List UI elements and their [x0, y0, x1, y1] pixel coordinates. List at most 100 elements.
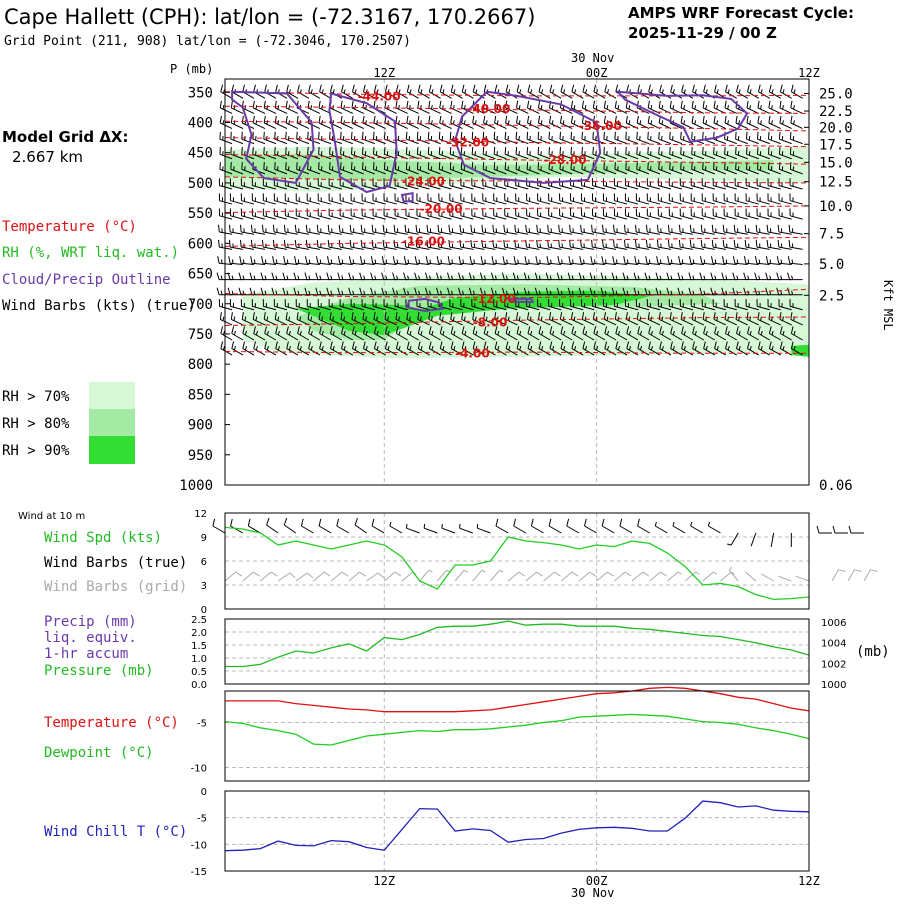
barb-half-flag	[429, 570, 433, 572]
barb-staff	[285, 247, 298, 249]
barb-flag	[482, 225, 483, 232]
barb-half-flag	[695, 120, 696, 124]
barb-flag	[516, 162, 517, 169]
barb-half-flag	[596, 166, 597, 170]
barb-flag	[271, 572, 277, 576]
barb-staff	[582, 201, 595, 204]
barb-flag	[355, 518, 357, 525]
upper-barb-2	[747, 116, 759, 129]
barb-staff	[725, 139, 737, 143]
pressure-tick-2: 450	[188, 146, 213, 162]
barb-staff	[626, 108, 638, 114]
barb-staff	[604, 201, 617, 204]
barb-half-flag	[794, 89, 795, 93]
barb-flag	[538, 147, 539, 154]
barb-flag	[218, 256, 219, 263]
height-tick-9: 2.5	[819, 288, 844, 304]
barb-flag	[319, 132, 320, 139]
barb-staff	[517, 108, 529, 114]
barb-flag	[659, 132, 660, 139]
barb-staff	[516, 247, 529, 249]
true-barb-18	[531, 519, 543, 533]
barb-flag	[338, 256, 339, 263]
true-barb-28	[708, 522, 720, 533]
barb-flag	[342, 85, 344, 92]
barb-half-flag	[629, 105, 630, 109]
barb-flag	[558, 256, 559, 263]
barb-flag	[371, 273, 373, 280]
barb-staff	[252, 247, 265, 249]
grid-barb-15	[490, 570, 503, 581]
barb-staff	[490, 570, 499, 581]
barb-flag	[747, 116, 748, 123]
barb-flag	[758, 132, 759, 139]
barb-staff	[213, 526, 225, 533]
precip-pressure-panel: Precip (mm) liq. equiv. 1-hr accum Press…	[44, 614, 890, 691]
barb-flag	[788, 256, 789, 263]
barb-half-flag	[333, 89, 334, 93]
barb-staff	[757, 186, 770, 189]
barb-half-flag	[331, 276, 332, 280]
upper-barb-7	[790, 193, 803, 204]
upper-barb-3	[670, 132, 682, 144]
barb-half-flag	[728, 89, 729, 93]
barb-flag	[604, 101, 605, 108]
barb-staff	[758, 139, 770, 143]
barb-flag	[789, 225, 790, 232]
barb-flag	[471, 225, 472, 232]
barb-flag	[349, 273, 351, 280]
barb-flag	[459, 256, 460, 263]
barb-flag	[481, 256, 482, 263]
barb-staff	[331, 572, 342, 581]
barb-flag	[341, 132, 342, 139]
barb-staff	[373, 247, 386, 249]
barb-staff	[264, 139, 276, 143]
barb-flag	[219, 240, 220, 247]
barb-staff	[626, 216, 639, 219]
barb-flag	[448, 256, 449, 263]
barb-half-flag	[638, 260, 639, 264]
barb-flag	[341, 147, 342, 154]
barb-flag	[301, 519, 303, 526]
barb-staff	[220, 108, 232, 114]
barb-half-flag	[298, 260, 299, 264]
barb-staff	[220, 319, 232, 324]
barb-flag	[659, 162, 660, 169]
height-tick-4: 15.0	[819, 155, 853, 171]
height-tick-5: 12.5	[819, 175, 853, 191]
barb-flag	[317, 256, 318, 263]
isotherm-label-1: -40.00	[467, 102, 510, 116]
barb-half-flag	[783, 120, 784, 124]
barb-flag	[646, 240, 647, 247]
barb-flag	[319, 147, 320, 154]
barb-flag	[363, 162, 364, 169]
upper-barb-1	[582, 101, 594, 114]
height-tick-0: 25.0	[819, 87, 853, 103]
legend-cloud: Cloud/Precip Outline	[2, 272, 171, 288]
barb-half-flag	[574, 105, 575, 109]
barb-half-flag	[432, 120, 433, 124]
barb-flag	[657, 240, 658, 247]
barb-staff	[340, 201, 353, 204]
barb-flag	[231, 312, 232, 319]
barb-flag	[220, 116, 221, 123]
barb-half-flag	[655, 522, 656, 526]
barb-flag	[396, 116, 397, 123]
barb-half-flag	[342, 276, 343, 280]
barb-flag	[331, 85, 333, 92]
barb-staff	[636, 232, 649, 234]
true-barb-22	[602, 519, 614, 533]
barb-half-flag	[739, 120, 740, 124]
grid-barb-27	[703, 572, 717, 581]
barb-flag	[714, 101, 715, 108]
barb-flag	[440, 85, 442, 92]
barb-staff	[615, 139, 627, 143]
barb-staff	[494, 232, 507, 234]
barb-flag	[703, 162, 704, 169]
barb-staff	[735, 216, 748, 219]
barb-flag	[405, 225, 406, 232]
barb-flag	[791, 101, 792, 108]
barb-staff	[726, 92, 737, 99]
